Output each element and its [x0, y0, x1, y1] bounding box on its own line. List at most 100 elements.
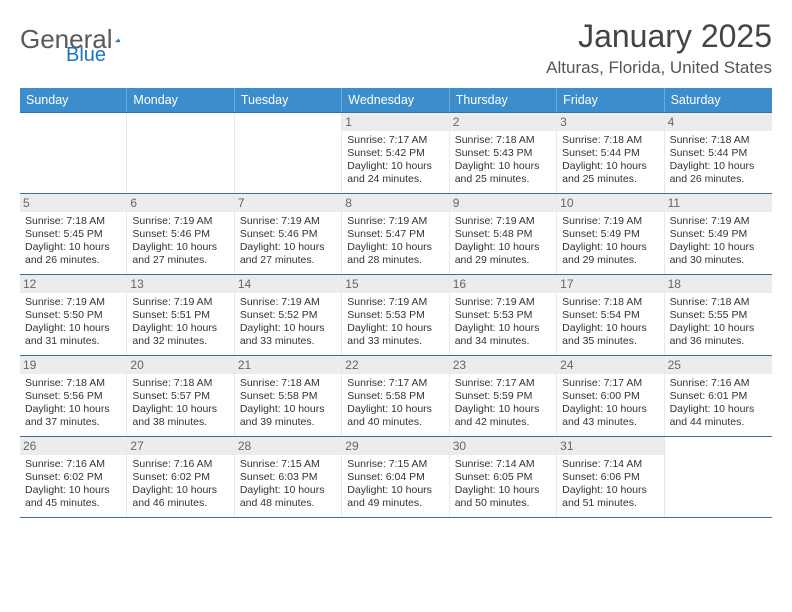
day-number: 28 [235, 437, 341, 455]
week-row: 5 Sunrise: 7:18 AMSunset: 5:45 PMDaylight… [20, 194, 772, 275]
day-number: 22 [342, 356, 448, 374]
title-block: January 2025 Alturas, Florida, United St… [546, 18, 772, 78]
day-cell: 6 Sunrise: 7:19 AMSunset: 5:46 PMDaylight… [127, 194, 234, 274]
day-detail: Sunrise: 7:19 AMSunset: 5:53 PMDaylight:… [455, 296, 551, 349]
day-detail: Sunrise: 7:18 AMSunset: 5:45 PMDaylight:… [25, 215, 121, 268]
week-row: 1Sunrise: 7:17 AMSunset: 5:42 PMDaylight… [20, 113, 772, 194]
day-number: 11 [665, 194, 772, 212]
day-of-week-label: Saturday [665, 88, 772, 112]
day-cell: 17 Sunrise: 7:18 AMSunset: 5:54 PMDayligh… [557, 275, 664, 355]
day-cell: 14 Sunrise: 7:19 AMSunset: 5:52 PMDayligh… [235, 275, 342, 355]
day-cell: 7Sunrise: 7:19 AMSunset: 5:46 PMDaylight… [235, 194, 342, 274]
day-number: 26 [20, 437, 126, 455]
day-number: 23 [450, 356, 556, 374]
day-of-week-label: Thursday [450, 88, 557, 112]
day-cell: 27 Sunrise: 7:16 AMSunset: 6:02 PMDayligh… [127, 437, 234, 517]
day-number: 27 [127, 437, 233, 455]
day-detail: Sunrise: 7:17 AMSunset: 6:00 PMDaylight:… [562, 377, 658, 430]
day-detail: Sunrise: 7:16 AMSunset: 6:02 PMDaylight:… [25, 458, 121, 511]
day-cell: 4Sunrise: 7:18 AMSunset: 5:44 PMDaylight… [665, 113, 772, 193]
day-cell: 28 Sunrise: 7:15 AMSunset: 6:03 PMDayligh… [235, 437, 342, 517]
day-cell: 29 Sunrise: 7:15 AMSunset: 6:04 PMDayligh… [342, 437, 449, 517]
day-cell: 26 Sunrise: 7:16 AMSunset: 6:02 PMDayligh… [20, 437, 127, 517]
day-detail: Sunrise: 7:19 AMSunset: 5:51 PMDaylight:… [132, 296, 228, 349]
month-title: January 2025 [546, 18, 772, 55]
day-number: 3 [557, 113, 663, 131]
day-number: 16 [450, 275, 556, 293]
day-of-week-label: Wednesday [342, 88, 449, 112]
day-cell: 3 Sunrise: 7:18 AMSunset: 5:44 PMDaylight… [557, 113, 664, 193]
day-detail: Sunrise: 7:17 AMSunset: 5:59 PMDaylight:… [455, 377, 551, 430]
day-cell: 30 Sunrise: 7:14 AMSunset: 6:05 PMDayligh… [450, 437, 557, 517]
week-row: 12Sunrise: 7:19 AMSunset: 5:50 PMDayligh… [20, 275, 772, 356]
day-cell: 19 Sunrise: 7:18 AMSunset: 5:56 PMDayligh… [20, 356, 127, 436]
day-number: 7 [235, 194, 341, 212]
week-row: 26 Sunrise: 7:16 AMSunset: 6:02 PMDayligh… [20, 437, 772, 518]
day-number: 2 [450, 113, 556, 131]
day-detail: Sunrise: 7:19 AMSunset: 5:53 PMDaylight:… [347, 296, 443, 349]
day-detail: Sunrise: 7:19 AMSunset: 5:50 PMDaylight:… [25, 296, 121, 349]
day-detail: Sunrise: 7:17 AMSunset: 5:42 PMDaylight:… [347, 134, 443, 187]
day-number: 15 [342, 275, 448, 293]
day-cell: 2Sunrise: 7:18 AMSunset: 5:43 PMDaylight… [450, 113, 557, 193]
day-detail: Sunrise: 7:19 AMSunset: 5:46 PMDaylight:… [132, 215, 228, 268]
day-detail: Sunrise: 7:14 AMSunset: 6:05 PMDaylight:… [455, 458, 551, 511]
day-number: 6 [127, 194, 233, 212]
day-detail: Sunrise: 7:16 AMSunset: 6:02 PMDaylight:… [132, 458, 228, 511]
day-detail: Sunrise: 7:15 AMSunset: 6:04 PMDaylight:… [347, 458, 443, 511]
day-number: 29 [342, 437, 448, 455]
calendar-grid: 1Sunrise: 7:17 AMSunset: 5:42 PMDaylight… [20, 112, 772, 518]
day-cell: 9 Sunrise: 7:19 AMSunset: 5:48 PMDaylight… [450, 194, 557, 274]
day-detail: Sunrise: 7:18 AMSunset: 5:55 PMDaylight:… [670, 296, 767, 349]
day-cell: 12Sunrise: 7:19 AMSunset: 5:50 PMDayligh… [20, 275, 127, 355]
day-number: 24 [557, 356, 663, 374]
day-detail: Sunrise: 7:15 AMSunset: 6:03 PMDaylight:… [240, 458, 336, 511]
day-detail: Sunrise: 7:19 AMSunset: 5:49 PMDaylight:… [670, 215, 767, 268]
day-of-week-label: Friday [557, 88, 664, 112]
day-cell: 23 Sunrise: 7:17 AMSunset: 5:59 PMDayligh… [450, 356, 557, 436]
day-cell: 20Sunrise: 7:18 AMSunset: 5:57 PMDayligh… [127, 356, 234, 436]
day-detail: Sunrise: 7:19 AMSunset: 5:49 PMDaylight:… [562, 215, 658, 268]
week-row: 19 Sunrise: 7:18 AMSunset: 5:56 PMDayligh… [20, 356, 772, 437]
day-cell: 31 Sunrise: 7:14 AMSunset: 6:06 PMDayligh… [557, 437, 664, 517]
day-detail: Sunrise: 7:14 AMSunset: 6:06 PMDaylight:… [562, 458, 658, 511]
day-cell: 8Sunrise: 7:19 AMSunset: 5:47 PMDaylight… [342, 194, 449, 274]
logo-text-2: Blue [66, 44, 106, 67]
day-number: 31 [557, 437, 663, 455]
day-detail: Sunrise: 7:17 AMSunset: 5:58 PMDaylight:… [347, 377, 443, 430]
day-of-week-label: Monday [127, 88, 234, 112]
day-number: 10 [557, 194, 663, 212]
days-of-week-header: SundayMondayTuesdayWednesdayThursdayFrid… [20, 88, 772, 112]
day-number: 20 [127, 356, 233, 374]
day-cell: 16 Sunrise: 7:19 AMSunset: 5:53 PMDayligh… [450, 275, 557, 355]
location-text: Alturas, Florida, United States [546, 58, 772, 78]
day-cell: 15 Sunrise: 7:19 AMSunset: 5:53 PMDayligh… [342, 275, 449, 355]
day-cell: 24 Sunrise: 7:17 AMSunset: 6:00 PMDayligh… [557, 356, 664, 436]
day-number: 25 [665, 356, 772, 374]
day-cell: 18Sunrise: 7:18 AMSunset: 5:55 PMDayligh… [665, 275, 772, 355]
day-detail: Sunrise: 7:18 AMSunset: 5:54 PMDaylight:… [562, 296, 658, 349]
logo-triangle-icon [115, 29, 121, 51]
day-number: 21 [235, 356, 341, 374]
day-detail: Sunrise: 7:18 AMSunset: 5:56 PMDaylight:… [25, 377, 121, 430]
day-cell: 10 Sunrise: 7:19 AMSunset: 5:49 PMDayligh… [557, 194, 664, 274]
day-cell: 21 Sunrise: 7:18 AMSunset: 5:58 PMDayligh… [235, 356, 342, 436]
day-detail: Sunrise: 7:19 AMSunset: 5:47 PMDaylight:… [347, 215, 443, 268]
day-cell: 5 Sunrise: 7:18 AMSunset: 5:45 PMDaylight… [20, 194, 127, 274]
day-number: 9 [450, 194, 556, 212]
day-detail: Sunrise: 7:19 AMSunset: 5:48 PMDaylight:… [455, 215, 551, 268]
day-detail: Sunrise: 7:19 AMSunset: 5:52 PMDaylight:… [240, 296, 336, 349]
day-cell [665, 437, 772, 517]
day-number: 14 [235, 275, 341, 293]
day-cell: 13Sunrise: 7:19 AMSunset: 5:51 PMDayligh… [127, 275, 234, 355]
day-cell: 22 Sunrise: 7:17 AMSunset: 5:58 PMDayligh… [342, 356, 449, 436]
day-number: 30 [450, 437, 556, 455]
day-number: 17 [557, 275, 663, 293]
day-number: 4 [665, 113, 772, 131]
day-detail: Sunrise: 7:18 AMSunset: 5:44 PMDaylight:… [562, 134, 658, 187]
day-number: 5 [20, 194, 126, 212]
day-cell: 1Sunrise: 7:17 AMSunset: 5:42 PMDaylight… [342, 113, 449, 193]
header: General January 2025 Alturas, Florida, U… [20, 18, 772, 78]
day-number: 19 [20, 356, 126, 374]
day-detail: Sunrise: 7:18 AMSunset: 5:58 PMDaylight:… [240, 377, 336, 430]
